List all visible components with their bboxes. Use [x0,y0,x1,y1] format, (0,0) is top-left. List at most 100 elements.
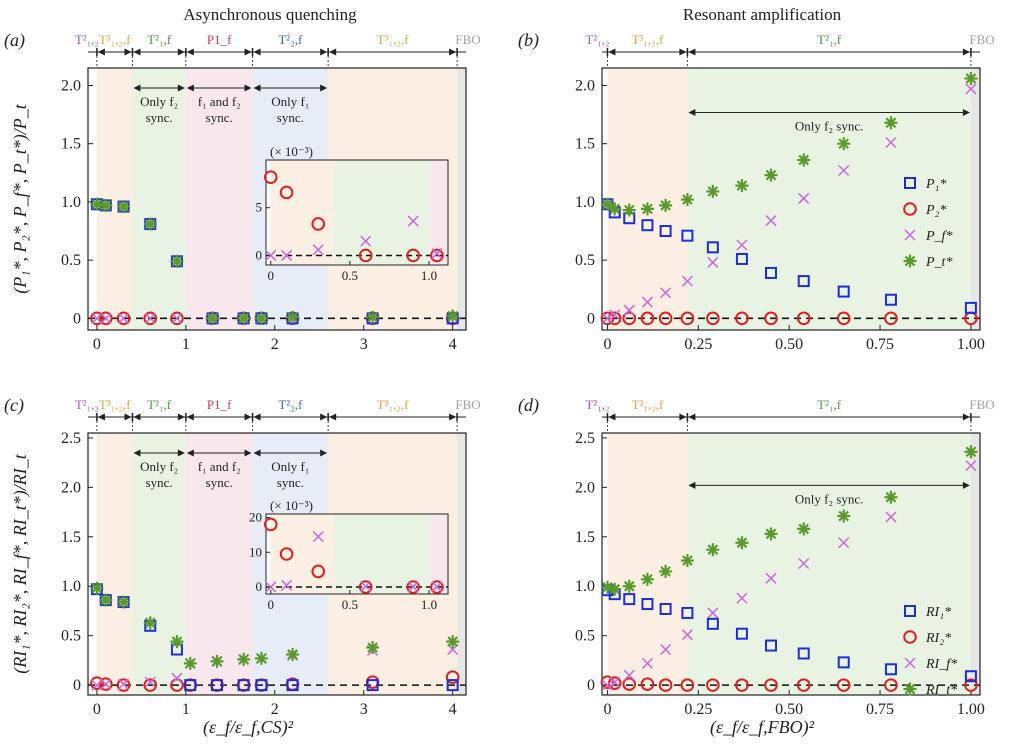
data-point-pf [736,592,748,604]
regime-label: T²₁,₂ [75,32,99,47]
regime-arrowhead-right [177,413,185,421]
sync-annotation: sync. [206,110,233,125]
data-point-pt [884,490,898,504]
x-tick-label: 2 [271,336,279,353]
y-tick-label: 0.5 [61,252,81,269]
y-axis-label: (RI₁*, RI₂*, RI_f*, RI_t*)/RI_t [10,453,31,673]
inset-multiplier: (× 10⁻³) [270,498,313,513]
x-tick-label: 3 [360,336,368,353]
data-point-pt [706,184,720,198]
data-point-p2 [796,678,811,692]
data-point-pt [254,651,268,665]
regime-arrowhead-left [186,48,194,56]
data-point-pt [680,554,694,568]
sync-arrowhead-left [688,109,696,117]
sync-arrowhead-right [177,84,185,92]
y-tick-label: 0.5 [575,628,595,645]
x-tick-label: 2 [271,701,279,718]
regime-label: T²₂,f [278,32,303,47]
regime-band [132,433,186,695]
y-tick-label: 0 [587,310,595,327]
data-point-pt [183,656,197,670]
data-point-p1 [659,602,672,615]
x-tick-label: 0 [603,701,611,718]
y-tick-label: 2.0 [61,77,81,94]
x-tick-label: 0.25 [684,336,712,353]
x-tick-label: 0.25 [684,701,712,718]
inset-point-pf [431,581,443,593]
data-point-pt [884,116,898,130]
panel-label: (b) [518,30,539,51]
regime-label: T²₁,f [817,32,842,47]
regime-arrowhead-left [133,413,141,421]
panel-a: T²₁,₂ T³₁,₂,f T²₁,f P1_f T²₂,f T³₁,₂,f FBOOnly… [4,30,481,353]
regime-arrowhead-left [688,413,696,421]
data-point-p2 [764,678,778,692]
inset-regime-band [334,160,430,265]
sync-arrowhead-right [244,449,252,457]
inset-point-pf [281,249,293,261]
sync-arrowhead-left [688,481,696,489]
data-point-pf [171,672,183,684]
regime-arrowhead-right [962,48,970,56]
regime-arrowhead-left [253,413,261,421]
data-point-pt [446,635,460,649]
data-point-pt [797,153,811,167]
inset-regime-band [266,514,271,594]
data-point-pt [446,309,460,323]
inset-regime-band [429,160,448,265]
x-tick-label: 4 [449,701,457,718]
inset-y-tick-label: 0 [256,247,263,262]
inset-y-tick-label: 5 [256,200,263,215]
regime-arrowhead-left [133,48,141,56]
y-axis-label: (P₁*, P₂*, P_f*, P_t*)/P_t [10,103,31,293]
sync-arrowhead-left [186,84,194,92]
data-point-pt [764,168,778,182]
sync-annotation: sync. [277,475,304,490]
data-point-pf [798,192,810,204]
data-point-pt [170,254,184,268]
data-point-p2 [90,311,104,326]
sync-annotation: sync. [277,110,304,125]
data-point-p2 [680,678,695,692]
axes-frame [601,432,981,696]
regime-arrowhead-left [688,48,696,56]
data-point-pf [965,83,977,95]
regime-band [96,433,133,695]
x-tick-label: 1.00 [957,701,985,718]
inset-x-tick-label: 0.5 [342,597,358,612]
panel-d: T²₁,₂ T³₁,₂,f T²₁,f FBO Only f₂ sync. 0 0.25 0.… [518,395,995,718]
data-point-pf [660,643,672,656]
inset-point-pf [431,248,443,260]
sync-annotation: Only f₂ [140,94,178,109]
x-tick-label: 4 [449,336,457,353]
x-tick-label: 0.75 [866,336,894,353]
data-point-p1 [964,670,977,683]
regime-label: T³₁,₂,f [99,397,131,412]
data-point-pf [609,676,621,688]
data-point-p1 [964,301,977,314]
legend-label: P_f* [925,229,952,244]
data-point-p2 [607,311,622,326]
data-point-pf [885,511,897,523]
legend-label: P₂* [925,203,946,218]
data-point-p2 [735,678,749,692]
panel-label: (d) [518,395,539,416]
sync-arrowhead-left [253,449,261,457]
data-point-pt [600,197,614,211]
data-point-p1 [255,679,268,692]
x-tick-label: 1 [182,336,190,353]
data-point-pt [837,509,851,523]
regime-band [687,68,971,330]
xlabel-left: (ε_f/ε_f,CS)² [203,717,294,738]
sync-annotation: f₁ and f₂ [198,94,241,109]
data-point-pt [90,197,104,211]
inset-point-pf [407,215,419,227]
data-point-p1 [623,593,636,606]
sync-arrowhead-left [133,449,141,457]
regime-label: FBO [969,397,994,412]
x-tick-label: 3 [360,701,368,718]
data-point-p1 [366,679,379,692]
y-tick-label: 1.0 [575,578,595,595]
